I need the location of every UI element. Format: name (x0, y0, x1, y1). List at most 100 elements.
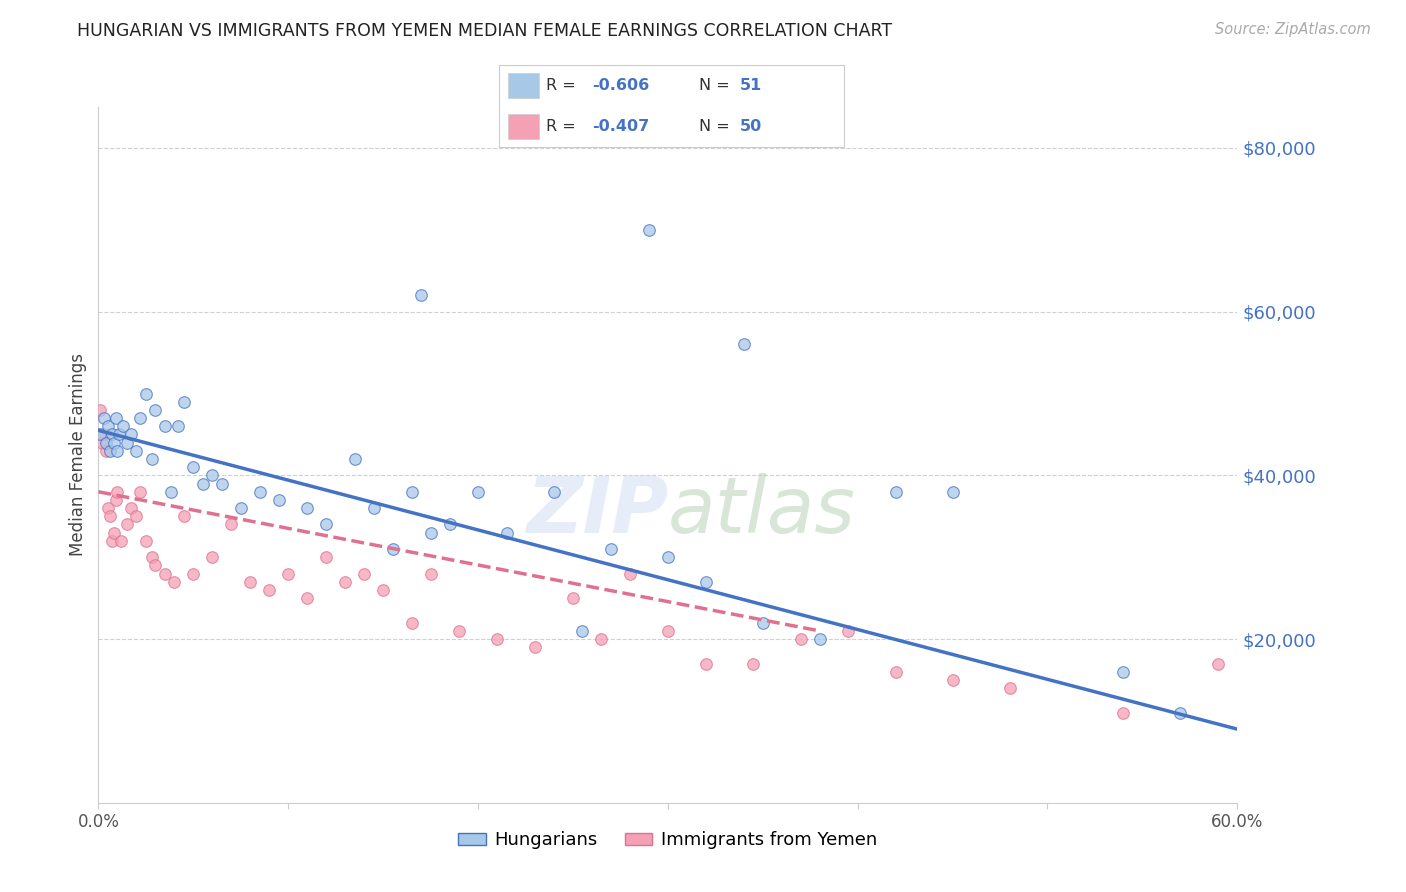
Point (201, 550, 224, 565)
Point (752, 615, 775, 630)
Point (89, 427, 111, 442)
Point (998, 681, 1021, 696)
Point (343, 452, 366, 467)
Point (191, 476, 214, 491)
Point (104, 411, 127, 425)
Point (315, 517, 337, 532)
Point (115, 435, 138, 450)
Text: N =: N = (699, 120, 735, 134)
Point (267, 492, 290, 507)
Text: 50: 50 (741, 120, 762, 134)
Text: HUNGARIAN VS IMMIGRANTS FROM YEMEN MEDIAN FEMALE EARNINGS CORRELATION CHART: HUNGARIAN VS IMMIGRANTS FROM YEMEN MEDIA… (77, 22, 893, 40)
Legend: Hungarians, Immigrants from Yemen: Hungarians, Immigrants from Yemen (451, 824, 884, 856)
Point (100, 427, 122, 442)
Point (1112, 665, 1135, 679)
Point (97, 419, 120, 434)
Point (600, 542, 623, 557)
Point (619, 566, 641, 581)
Point (486, 632, 509, 646)
Point (115, 517, 138, 532)
Point (733, 337, 755, 351)
Point (104, 492, 127, 507)
Point (135, 386, 157, 401)
Y-axis label: Median Female Earnings: Median Female Earnings (69, 353, 87, 557)
Point (401, 484, 423, 499)
Point (1170, 706, 1192, 720)
Text: R =: R = (546, 78, 581, 93)
Point (120, 501, 142, 516)
Point (103, 525, 125, 540)
Text: Source: ZipAtlas.com: Source: ZipAtlas.com (1215, 22, 1371, 37)
Point (371, 582, 394, 597)
Point (100, 533, 122, 548)
Point (571, 624, 593, 638)
Point (353, 566, 375, 581)
Point (183, 566, 205, 581)
Point (259, 582, 281, 597)
Point (277, 566, 299, 581)
Point (562, 591, 585, 606)
Point (163, 574, 186, 589)
Point (141, 550, 163, 565)
Point (173, 394, 195, 409)
Text: ZIP: ZIP (526, 473, 668, 549)
Bar (508, 73, 538, 98)
Point (93, 411, 115, 425)
Point (129, 411, 152, 425)
Text: -0.606: -0.606 (592, 78, 650, 93)
Point (695, 657, 717, 671)
Point (91, 435, 114, 450)
Text: 51: 51 (741, 78, 762, 93)
Point (657, 550, 679, 565)
Point (107, 484, 129, 499)
Point (153, 566, 176, 581)
Point (495, 525, 517, 540)
Point (467, 484, 489, 499)
Text: N =: N = (699, 78, 735, 93)
Point (98, 509, 121, 524)
Point (97, 501, 120, 516)
Point (657, 624, 679, 638)
Point (837, 624, 859, 638)
Point (449, 624, 471, 638)
Point (695, 574, 717, 589)
Point (363, 501, 385, 516)
Point (884, 665, 907, 679)
Point (103, 435, 125, 450)
Point (201, 468, 224, 483)
Point (173, 509, 195, 524)
Point (94, 443, 117, 458)
Point (167, 419, 190, 434)
Point (239, 574, 262, 589)
Point (335, 574, 357, 589)
Point (591, 632, 613, 646)
Bar (508, 114, 538, 139)
Point (808, 632, 831, 646)
Point (141, 452, 163, 467)
Point (145, 558, 167, 573)
Point (638, 223, 661, 237)
Point (110, 533, 132, 548)
Point (790, 632, 813, 646)
Point (221, 517, 243, 532)
Point (120, 427, 142, 442)
Point (145, 403, 167, 417)
Point (1208, 657, 1230, 671)
Point (93, 427, 115, 442)
Point (98, 443, 121, 458)
Point (129, 484, 152, 499)
Point (942, 484, 965, 499)
Point (742, 657, 765, 671)
Point (1112, 706, 1135, 720)
Point (381, 542, 404, 557)
Point (249, 484, 271, 499)
Point (439, 517, 461, 532)
Point (125, 443, 148, 458)
Point (419, 525, 441, 540)
Point (297, 591, 319, 606)
Point (401, 615, 423, 630)
Point (524, 640, 547, 655)
Point (135, 533, 157, 548)
Text: atlas: atlas (668, 473, 856, 549)
Text: -0.407: -0.407 (592, 120, 650, 134)
